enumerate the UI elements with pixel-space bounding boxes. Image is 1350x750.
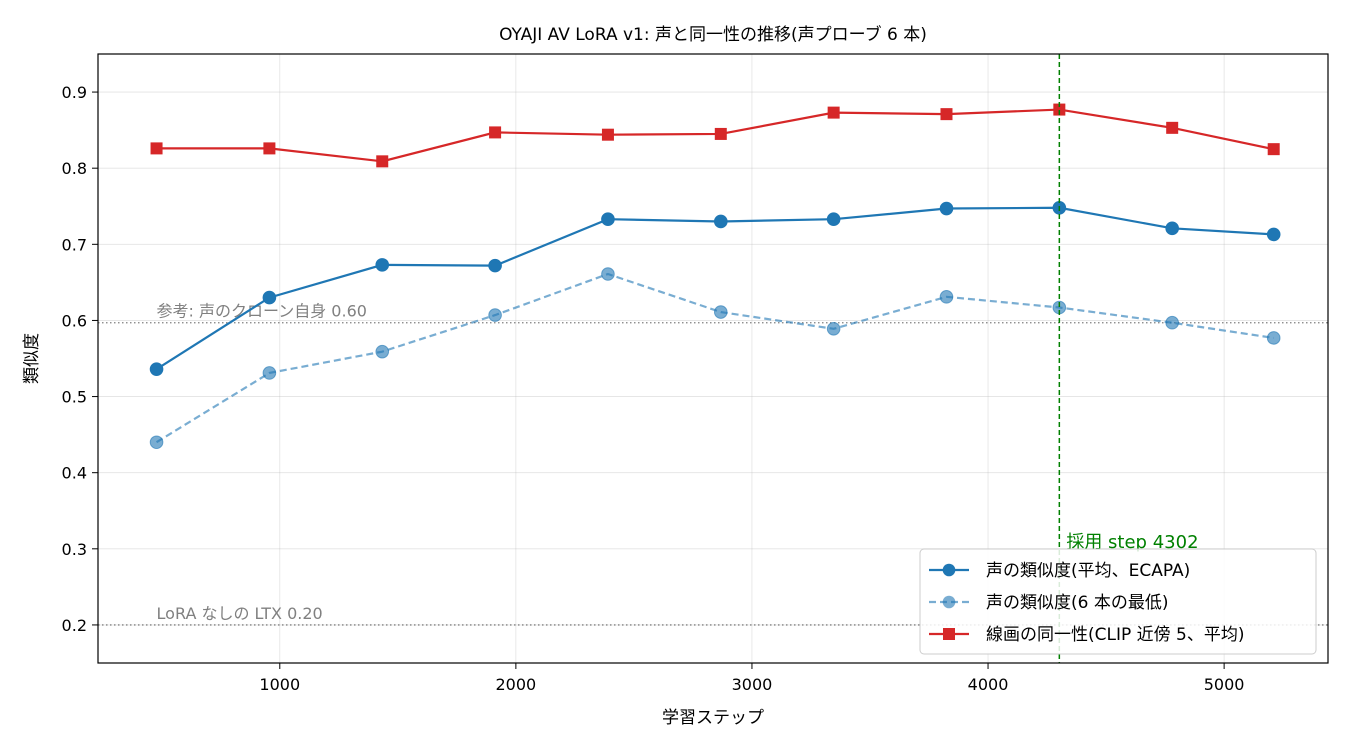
data-point	[1165, 221, 1179, 236]
legend-marker	[943, 628, 955, 640]
data-point	[1267, 143, 1280, 156]
y-tick-label: 0.3	[62, 540, 87, 559]
axis-ticks: 1000 2000 3000 4000 5000 0.2 0.3 0.4 0.5 0.6 0.7 0.…	[62, 83, 1245, 694]
data-point	[1053, 103, 1066, 116]
y-tick-label: 0.5	[62, 388, 87, 407]
legend-item: 線画の同一性(CLIP 近傍 5、平均)	[929, 625, 1245, 645]
data-point	[826, 322, 841, 336]
data-point	[713, 214, 728, 229]
data-point	[1165, 315, 1179, 330]
reference-line-label: 参考: 声のクローン自身 0.60	[157, 302, 367, 321]
data-point	[940, 108, 953, 121]
adopted-step-label: 採用 step 4302	[1066, 532, 1198, 553]
chart-title: OYAJI AV LoRA v1: 声と同一性の推移(声プローブ 6 本)	[499, 24, 927, 45]
data-point	[149, 362, 164, 376]
data-point	[1266, 227, 1281, 242]
legend-item: 声の類似度(平均、ECAPA)	[929, 561, 1190, 581]
legend-item: 声の類似度(6 本の最低)	[929, 593, 1168, 613]
reference-line-label: LoRA なしの LTX 0.20	[157, 604, 323, 623]
legend-marker	[942, 595, 956, 609]
y-tick-label: 0.4	[62, 464, 87, 483]
data-point	[262, 366, 277, 380]
x-tick-label: 3000	[732, 675, 773, 694]
series-3	[150, 103, 1280, 168]
y-tick-label: 0.7	[62, 235, 87, 254]
plot-frame	[97, 53, 1329, 664]
data-point	[826, 212, 841, 226]
legend-label: 線画の同一性(CLIP 近傍 5、平均)	[986, 625, 1245, 645]
y-tick-label: 0.9	[62, 83, 87, 102]
data-point	[376, 155, 389, 168]
data-point	[149, 435, 164, 450]
y-tick-label: 0.6	[62, 311, 87, 330]
data-point	[375, 344, 390, 359]
x-tick-label: 2000	[496, 675, 537, 694]
data-point	[1266, 331, 1281, 345]
data-point	[601, 267, 615, 281]
y-axis-label: 類似度	[22, 333, 42, 384]
data-point	[1166, 121, 1179, 134]
x-axis-label: 学習ステップ	[662, 708, 764, 728]
data-point	[601, 212, 615, 226]
data-point	[263, 142, 276, 155]
series-group	[149, 103, 1281, 450]
data-point	[939, 290, 954, 304]
y-tick-label: 0.2	[62, 616, 87, 635]
legend: 声の類似度(平均、ECAPA) 声の類似度(6 本の最低) 線画の同一性(CLIP …	[919, 548, 1317, 655]
x-tick-label: 1000	[259, 675, 300, 694]
legend-marker	[942, 563, 956, 577]
data-point	[489, 126, 502, 139]
data-point	[827, 106, 840, 119]
data-point	[601, 128, 614, 141]
data-point	[488, 258, 502, 273]
data-point	[262, 290, 277, 305]
data-point	[488, 308, 502, 322]
data-point	[939, 201, 954, 216]
legend-box	[919, 548, 1317, 655]
data-point	[714, 127, 727, 140]
y-tick-label: 0.8	[62, 159, 87, 178]
series-1	[149, 200, 1281, 376]
data-point	[150, 142, 163, 155]
series-2	[149, 267, 1281, 450]
legend-label: 声の類似度(6 本の最低)	[986, 593, 1168, 613]
legend-label: 声の類似度(平均、ECAPA)	[986, 561, 1190, 581]
data-point	[713, 305, 728, 319]
data-point	[375, 258, 390, 272]
x-tick-label: 4000	[968, 675, 1009, 694]
x-tick-label: 5000	[1204, 675, 1245, 694]
